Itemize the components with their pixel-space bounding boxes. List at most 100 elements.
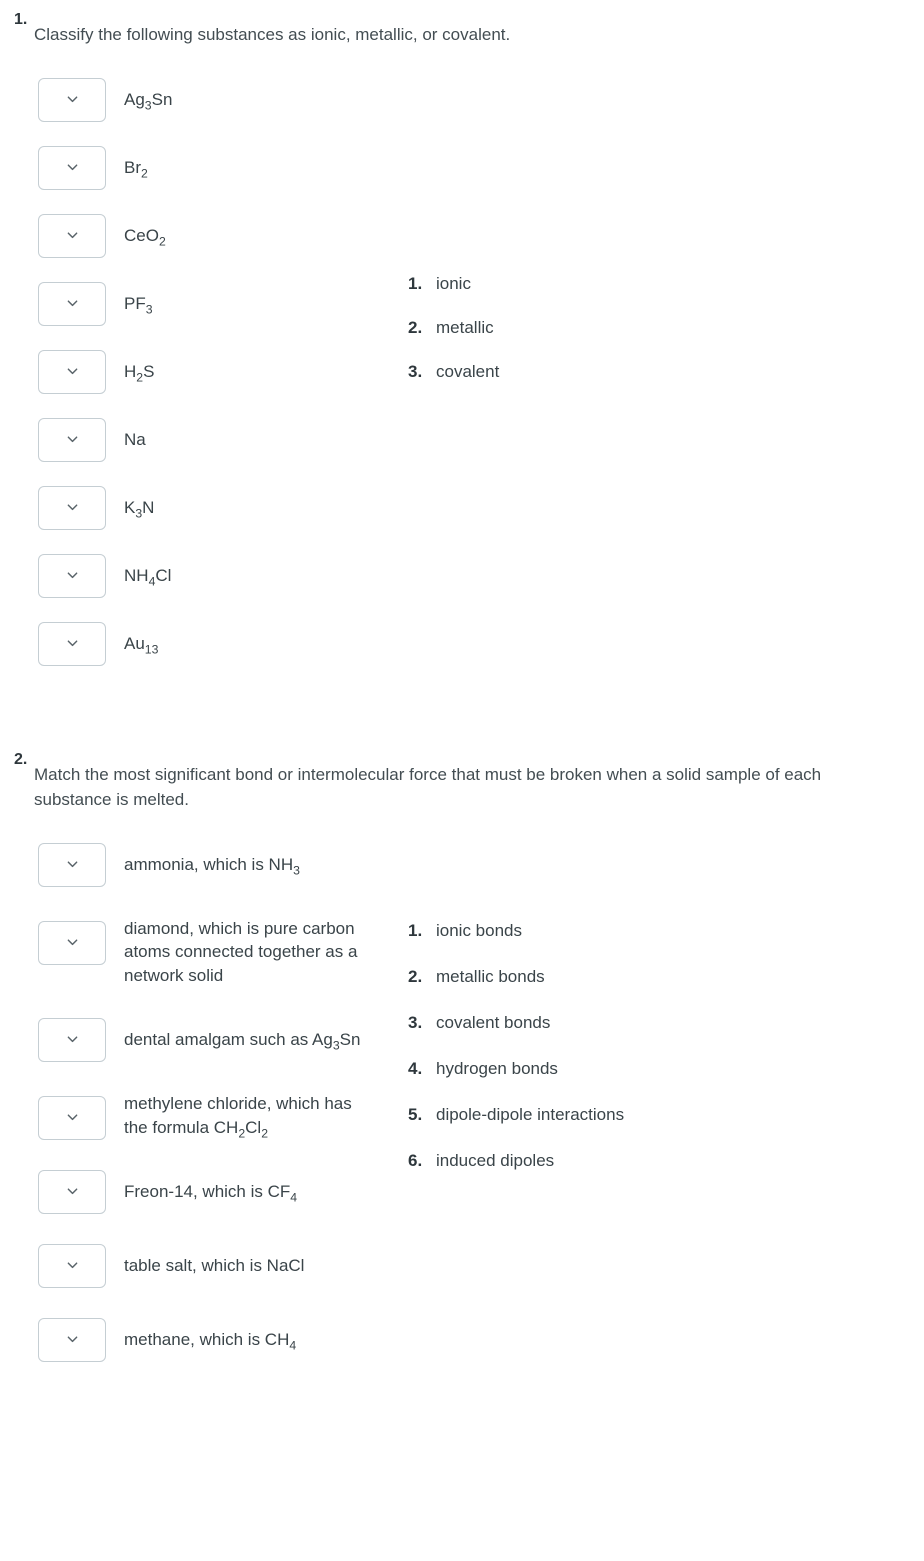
chevron-down-icon [67,937,78,948]
chevron-down-icon [67,1112,78,1123]
question-2-choices: 1.ionic bonds 2.metallic bonds 3.covalent … [408,843,924,1392]
choice-number: 1. [408,921,436,941]
choice-option: 6.induced dipoles [408,1151,924,1171]
matching-item: Au13 [38,622,408,666]
item-label: methane, which is CH4 [124,1328,296,1352]
choice-number: 1. [408,274,436,294]
answer-select[interactable] [38,282,106,326]
matching-item: Freon-14, which is CF4 [38,1170,408,1214]
matching-item: CeO2 [38,214,408,258]
answer-select[interactable] [38,554,106,598]
choice-number: 2. [408,318,436,338]
answer-select[interactable] [38,78,106,122]
answer-select[interactable] [38,146,106,190]
item-label: H2S [124,360,154,384]
choice-number: 3. [408,1013,436,1033]
answer-select[interactable] [38,1170,106,1214]
choice-number: 2. [408,967,436,987]
choice-number: 4. [408,1059,436,1079]
choice-label: induced dipoles [436,1151,554,1171]
chevron-down-icon [67,1186,78,1197]
item-label: dental amalgam such as Ag3Sn [124,1028,360,1052]
answer-select[interactable] [38,214,106,258]
chevron-down-icon [67,1334,78,1345]
question-2-items: ammonia, which is NH3 diamond, which is p… [38,843,408,1392]
item-label: Na [124,428,146,452]
answer-select[interactable] [38,486,106,530]
matching-item: table salt, which is NaCl [38,1244,408,1288]
question-2: 2. Match the most significant bond or in… [0,750,924,1392]
matching-item: Na [38,418,408,462]
choice-option: 1.ionic bonds [408,921,924,941]
chevron-down-icon [67,298,78,309]
item-label: Freon-14, which is CF4 [124,1180,297,1204]
matching-item: PF3 [38,282,408,326]
chevron-down-icon [67,1034,78,1045]
chevron-down-icon [67,434,78,445]
choice-number: 5. [408,1105,436,1125]
choice-number: 3. [408,362,436,382]
choice-label: covalent bonds [436,1013,550,1033]
answer-select[interactable] [38,1244,106,1288]
question-2-header: 2. Match the most significant bond or in… [0,750,924,813]
choice-option: 2.metallic [408,318,924,338]
chevron-down-icon [67,638,78,649]
answer-select[interactable] [38,843,106,887]
choice-option: 3.covalent bonds [408,1013,924,1033]
matching-item: diamond, which is pure carbon atoms conn… [38,917,408,988]
matching-item: H2S [38,350,408,394]
item-label: PF3 [124,292,153,316]
question-1-header: 1. Classify the following substances as … [0,10,924,48]
choice-label: hydrogen bonds [436,1059,558,1079]
item-label: Br2 [124,156,148,180]
choice-label: ionic bonds [436,921,522,941]
answer-select[interactable] [38,1018,106,1062]
answer-select[interactable] [38,1096,106,1140]
answer-select[interactable] [38,350,106,394]
question-2-prompt: Match the most significant bond or inter… [34,750,924,813]
choice-label: dipole-dipole interactions [436,1105,624,1125]
matching-item: Ag3Sn [38,78,408,122]
matching-item: methylene chloride, which has the formul… [38,1092,408,1140]
item-label: K3N [124,496,154,520]
item-label: CeO2 [124,224,166,248]
item-label: diamond, which is pure carbon atoms conn… [124,917,364,988]
choice-option: 2.metallic bonds [408,967,924,987]
choice-label: covalent [436,362,499,382]
chevron-down-icon [67,366,78,377]
chevron-down-icon [67,570,78,581]
answer-select[interactable] [38,921,106,965]
matching-item: K3N [38,486,408,530]
question-1-choices: 1.ionic 2.metallic 3.covalent [408,78,924,690]
choice-label: metallic [436,318,494,338]
question-1-number: 1. [0,10,34,31]
choice-option: 3.covalent [408,362,924,382]
choice-option: 1.ionic [408,274,924,294]
item-label: methylene chloride, which has the formul… [124,1092,364,1140]
choice-label: ionic [436,274,471,294]
answer-select[interactable] [38,418,106,462]
choice-option: 5.dipole-dipole interactions [408,1105,924,1125]
chevron-down-icon [67,94,78,105]
item-label: Ag3Sn [124,88,172,112]
chevron-down-icon [67,162,78,173]
question-2-number: 2. [0,750,34,771]
choice-label: metallic bonds [436,967,545,987]
chevron-down-icon [67,230,78,241]
answer-select[interactable] [38,622,106,666]
matching-item: ammonia, which is NH3 [38,843,408,887]
choice-option: 4.hydrogen bonds [408,1059,924,1079]
chevron-down-icon [67,859,78,870]
matching-item: Br2 [38,146,408,190]
answer-select[interactable] [38,1318,106,1362]
item-label: NH4Cl [124,564,171,588]
question-1: 1. Classify the following substances as … [0,10,924,690]
matching-item: methane, which is CH4 [38,1318,408,1362]
item-label: Au13 [124,632,158,656]
question-1-prompt: Classify the following substances as ion… [34,10,924,48]
item-label: table salt, which is NaCl [124,1254,304,1278]
matching-item: dental amalgam such as Ag3Sn [38,1018,408,1062]
chevron-down-icon [67,502,78,513]
choice-number: 6. [408,1151,436,1171]
matching-item: NH4Cl [38,554,408,598]
